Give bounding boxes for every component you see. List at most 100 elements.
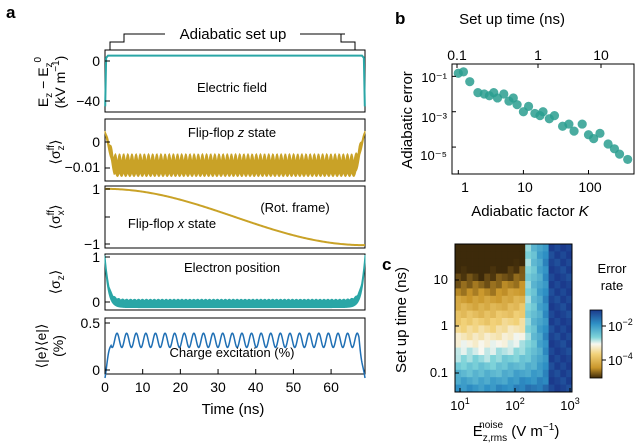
- heatmap-cell: [560, 266, 567, 274]
- heatmap-cell: [513, 281, 520, 289]
- data-point: [589, 134, 599, 144]
- heatmap-cell: [460, 318, 468, 326]
- heatmap-cell: [478, 273, 485, 282]
- heatmap-cell: [554, 325, 561, 334]
- heatmap-cell: [531, 362, 538, 371]
- heatmap-cell: [566, 266, 573, 274]
- heatmap-cell: [519, 251, 526, 260]
- heatmap-cell: [560, 340, 567, 348]
- heatmap-cell: [566, 310, 573, 319]
- heatmap-cell: [507, 303, 514, 311]
- heatmap-cell: [554, 340, 561, 348]
- heatmap-cell: [501, 355, 509, 363]
- colorbar-title-line1: Error: [598, 261, 628, 276]
- data-point: [508, 93, 518, 103]
- heatmap-cell: [519, 347, 526, 356]
- colorbar-tick: 10−2: [608, 317, 633, 334]
- heatmap-cell: [542, 362, 549, 371]
- heatmap-cell: [519, 325, 526, 334]
- data-point: [549, 111, 560, 121]
- heatmap-cell: [472, 288, 479, 297]
- heatmap-cell: [472, 384, 479, 393]
- heatmap-cell: [542, 266, 549, 274]
- heatmap-cell: [566, 377, 573, 385]
- heatmap-cell: [501, 332, 509, 341]
- subplot-charge-excitation: Charge excitation (%) 0.5 0 ⟨|e⟩⟨e|⟩ (%)…: [33, 315, 366, 418]
- heatmap-cell: [513, 288, 520, 297]
- heatmap-cell: [519, 244, 526, 252]
- data-point: [512, 100, 522, 110]
- heatmap-cell: [455, 325, 462, 334]
- heatmap-cell: [536, 295, 544, 304]
- heatmap-cell: [507, 347, 514, 356]
- heatmap-cell: [490, 244, 497, 252]
- heatmap-cell: [490, 332, 497, 341]
- axes-frame: [104, 118, 366, 182]
- panel-a-xlabel: Time (ns): [202, 401, 265, 418]
- heatmap-cell: [531, 288, 538, 297]
- axes-frame: [454, 243, 573, 393]
- panel-b-ylabel: Adiabatic error: [399, 71, 416, 169]
- ytick: 10⁻³: [421, 110, 447, 125]
- heatmap-cell: [560, 251, 567, 260]
- heatmap-cell: [507, 244, 514, 252]
- heatmap-cell: [536, 377, 544, 385]
- heatmap-cell: [554, 303, 561, 311]
- heatmap-cell: [542, 244, 549, 252]
- heatmap-cell: [513, 310, 520, 319]
- heatmap-cell: [490, 310, 497, 319]
- heatmap-cell: [472, 369, 479, 378]
- heatmap-cell: [484, 384, 491, 393]
- heatmap-cell: [478, 251, 485, 260]
- heatmap-cell: [519, 384, 526, 393]
- xtick-label: 0: [101, 379, 109, 395]
- heatmap-cell: [507, 355, 514, 363]
- heatmap-cell: [472, 325, 479, 334]
- heatmap-cell: [460, 355, 468, 363]
- heatmap-cell: [501, 318, 509, 326]
- heatmap-cell: [554, 273, 561, 282]
- heatmap-cell: [560, 369, 567, 378]
- heatmap-cell: [542, 318, 549, 326]
- heatmap-cell: [455, 244, 462, 252]
- heatmap-cell: [536, 288, 544, 297]
- charge-excitation-label: Charge excitation (%): [170, 345, 295, 360]
- heatmap-cell: [507, 332, 514, 341]
- heatmap-cell: [501, 266, 509, 274]
- heatmap-cell: [484, 318, 491, 326]
- heatmap-cell: [525, 318, 532, 326]
- heatmap-cell: [501, 273, 509, 282]
- heatmap-cell: [519, 362, 526, 371]
- ytick: −40: [76, 93, 100, 109]
- heatmap-cell: [478, 295, 485, 304]
- heatmap-cell: [466, 295, 473, 304]
- flipflop-x-label: Flip-flop x state: [128, 216, 216, 231]
- heatmap-cell: [495, 340, 503, 348]
- panel-b-ticks: [452, 64, 602, 174]
- heatmap-cell: [478, 318, 485, 326]
- heatmap-cell: [566, 347, 573, 356]
- heatmap-cell: [472, 251, 479, 260]
- heatmap-cell: [531, 303, 538, 311]
- heatmap-cell: [519, 273, 526, 282]
- heatmap-cell: [566, 281, 573, 289]
- heatmap-cell: [536, 332, 544, 341]
- xtick: 102: [505, 396, 524, 413]
- heatmap-cell: [531, 281, 538, 289]
- subplot-flipflop-z: Flip-flop z state 0 −0.01 ⟨σzff⟩: [46, 118, 366, 182]
- heatmap-cell: [554, 266, 561, 274]
- heatmap-cell: [455, 355, 462, 363]
- heatmap-cell: [490, 340, 497, 348]
- heatmap-cell: [525, 251, 532, 260]
- heatmap-cell: [531, 295, 538, 304]
- heatmap-cell: [490, 362, 497, 371]
- heatmap-cell: [548, 355, 555, 363]
- heatmap-cell: [566, 258, 573, 267]
- heatmap-cell: [484, 332, 491, 341]
- heatmap-cell: [455, 251, 462, 260]
- data-point: [595, 128, 605, 138]
- svg-text:(kV m−1): (kV m−1): [51, 56, 68, 109]
- heatmap-cell: [513, 295, 520, 304]
- heatmap-cell: [536, 273, 544, 282]
- panel-label-b: b: [395, 9, 405, 28]
